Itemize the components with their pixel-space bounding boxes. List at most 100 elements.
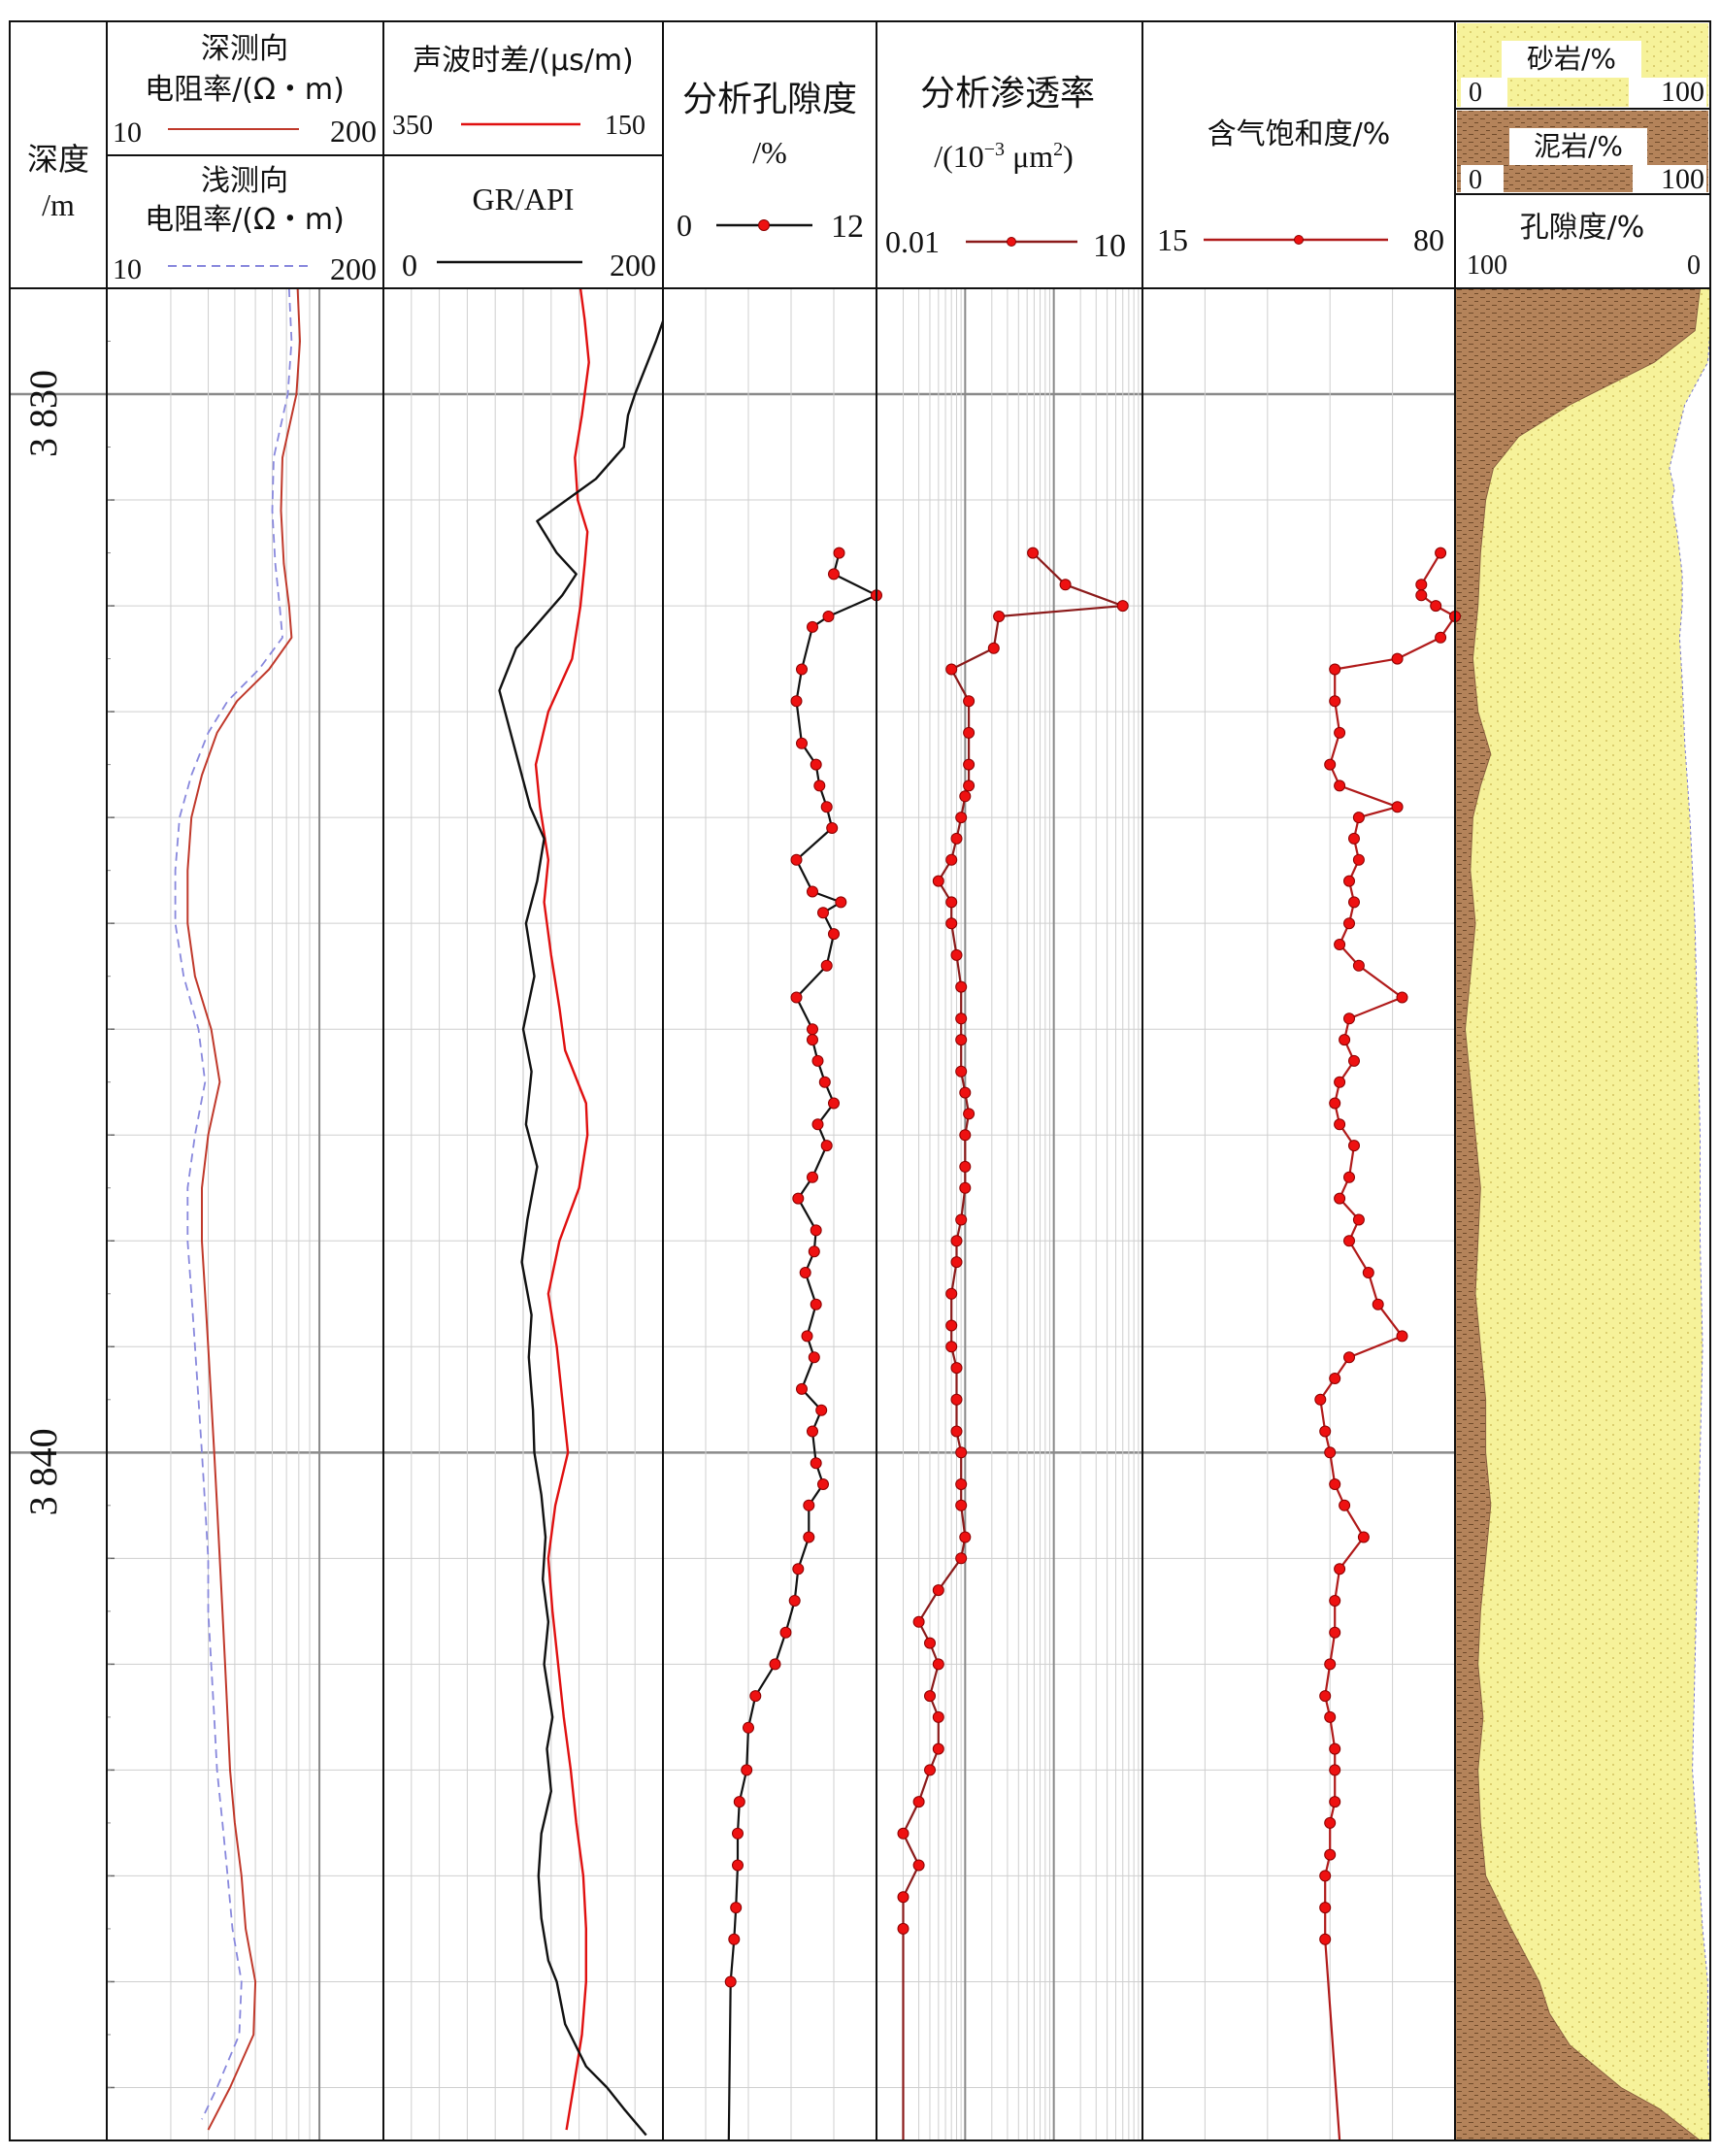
mudstone-label-box (1509, 128, 1647, 165)
sample-point (810, 1298, 822, 1310)
sample-point (1415, 589, 1428, 602)
sample-point (817, 907, 829, 919)
sample-point (1348, 1054, 1360, 1067)
sample-point (1352, 1213, 1365, 1226)
sample-point (955, 1552, 968, 1565)
sample-point (945, 1287, 958, 1300)
porosity-unit: /% (752, 135, 787, 170)
sample-point (828, 568, 840, 580)
sample-point (1396, 1330, 1408, 1343)
sample-point (1329, 695, 1341, 708)
sample-point (963, 779, 976, 792)
sample-point (1319, 1933, 1332, 1945)
sample-point (1348, 832, 1360, 845)
sample-point (955, 980, 968, 993)
sample-point (963, 1108, 976, 1120)
deep-res-title: 深测向 (201, 32, 288, 66)
sample-point (807, 1034, 818, 1046)
sample-point (1329, 1373, 1341, 1384)
sample-point (743, 1721, 754, 1734)
sample-point (779, 1626, 792, 1639)
sample-point (950, 1235, 963, 1247)
porosity-min: 0 (677, 208, 692, 243)
lith-porosity-title: 孔隙度/% (1520, 211, 1645, 245)
deep-res-max: 200 (330, 114, 377, 149)
mudstone-title: 泥岩/% (1534, 130, 1623, 162)
sample-point (1334, 779, 1346, 792)
sample-point (808, 1245, 820, 1258)
sample-point (1334, 726, 1346, 739)
sample-point (1372, 1298, 1384, 1310)
sample-point (932, 1658, 944, 1671)
sample-point (1339, 1034, 1351, 1046)
sample-point (897, 1922, 910, 1935)
sample-point (822, 611, 835, 622)
porosity-title: 分析孔隙度 (682, 80, 857, 119)
gr-max: 200 (610, 248, 656, 282)
sandstone-max: 100 (1661, 76, 1704, 108)
permeability-max: 10 (1093, 228, 1126, 264)
porosity-area (1669, 288, 1710, 2140)
resistivity-header: 深测向 电阻率/(Ω・m) 10 200 浅测向 电阻率/(Ω・m) 10 20… (113, 32, 377, 286)
acoustic-min: 350 (392, 111, 433, 141)
sample-point (955, 1034, 968, 1046)
sample-point (1334, 1118, 1346, 1131)
sample-point (1324, 1848, 1337, 1861)
sample-point (1329, 1796, 1341, 1808)
sandstone-min: 0 (1469, 78, 1482, 108)
sample-point (803, 1499, 815, 1511)
mudstone-scale-bg (1461, 165, 1504, 192)
sample-point (1343, 1351, 1355, 1364)
depth-unit: /m (42, 187, 75, 222)
sample-point (749, 1690, 762, 1703)
sample-point (1343, 1235, 1355, 1247)
sample-point (1059, 579, 1072, 591)
sample-point (820, 1140, 833, 1152)
sample-point (963, 758, 976, 771)
sample-point (959, 1129, 972, 1142)
sample-point (1334, 1076, 1346, 1088)
sample-point (828, 1097, 840, 1110)
acoustic-max: 150 (605, 111, 645, 141)
sample-point (1343, 1171, 1355, 1183)
lith-porosity-max: 0 (1687, 250, 1701, 281)
frame (9, 20, 1711, 2141)
depth-header: 深度 /m (27, 141, 89, 222)
sample-point (955, 812, 968, 824)
gas-saturation-title: 含气饱和度/% (1207, 117, 1391, 151)
sample-point (950, 1362, 963, 1375)
sandstone-title: 砂岩/% (1527, 43, 1616, 75)
sample-point (790, 991, 803, 1004)
sample-point (945, 853, 958, 866)
sample-point (1319, 1690, 1332, 1703)
series-深测向电阻率 (186, 288, 301, 2131)
sample-point (955, 1213, 968, 1226)
sample-point (811, 1054, 824, 1067)
curve-声波时差 (534, 288, 590, 2131)
sample-point (959, 790, 972, 803)
shallow-res-unit: 电阻率/(Ω・m) (145, 203, 345, 237)
sample-point (730, 1902, 743, 1914)
sample-point (788, 1595, 801, 1607)
sample-point (807, 1023, 818, 1036)
sample-point (963, 726, 976, 739)
sample-point (820, 959, 833, 972)
sample-point (945, 896, 958, 909)
sandstone-scale-bg (1461, 78, 1507, 107)
sandstone-area (1455, 288, 1710, 2140)
sample-point (733, 1796, 745, 1808)
sandstone-scale-bg-right (1629, 78, 1706, 107)
curve-深测向电阻率 (186, 288, 301, 2131)
lithology-fill (1455, 288, 1710, 2140)
gr-title: GR/API (473, 182, 575, 216)
curve-GR/API (498, 288, 663, 2137)
sample-point (912, 1859, 925, 1872)
sample-point (1334, 939, 1346, 950)
sample-point (1319, 1870, 1332, 1882)
sample-point (796, 1382, 808, 1395)
sample-point (1430, 600, 1442, 613)
sample-point (1415, 579, 1428, 591)
sample-point (1319, 1902, 1332, 1914)
series-GR/API (498, 288, 663, 2137)
